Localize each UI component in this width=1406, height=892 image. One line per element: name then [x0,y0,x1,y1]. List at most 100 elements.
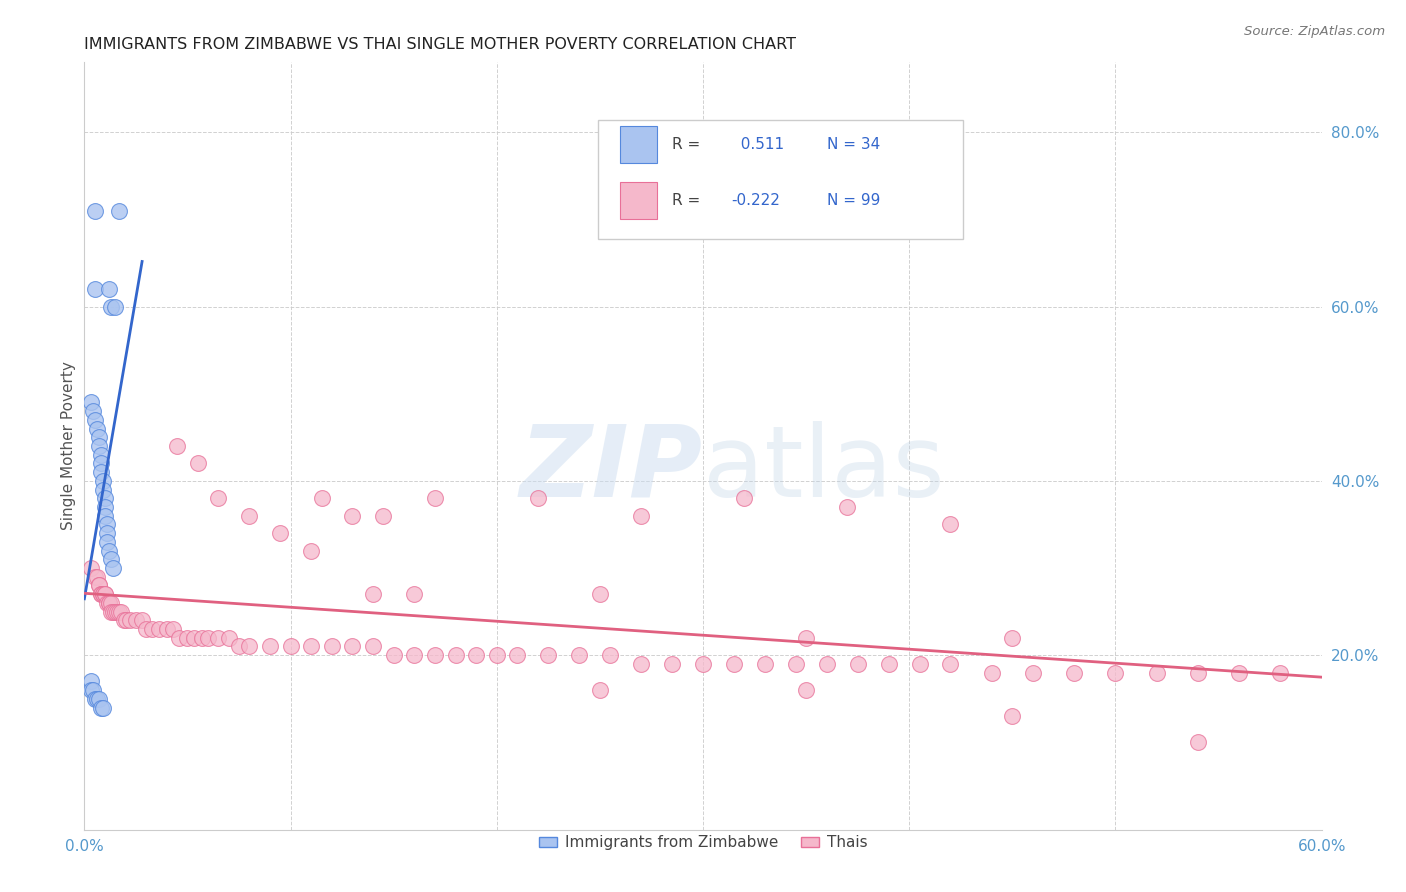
Point [485,648,508,663]
Point [1104,665,1126,680]
Point [90,700,112,714]
Point [1227,665,1250,680]
Y-axis label: Single Mother Poverty: Single Mother Poverty [60,361,76,531]
Point [100,605,122,619]
Point [90,457,112,471]
Text: R =: R = [672,193,700,208]
Point [79,674,101,689]
Point [83,570,105,584]
Point [321,640,343,654]
Point [299,543,322,558]
Point [568,648,591,663]
FancyBboxPatch shape [620,126,657,163]
Point [311,491,333,506]
Point [166,439,188,453]
Point [87,578,110,592]
Point [167,631,190,645]
Point [105,605,128,619]
Point [110,605,132,619]
Text: ZIP: ZIP [520,420,703,517]
FancyBboxPatch shape [598,120,963,239]
Point [692,657,714,671]
Point [589,683,612,698]
Point [94,500,117,514]
Point [183,631,205,645]
Point [83,691,105,706]
Point [259,640,281,654]
Point [382,648,405,663]
Point [82,683,104,698]
Point [238,508,260,523]
Point [91,474,114,488]
Point [299,640,322,654]
Point [114,613,136,627]
Point [100,552,122,566]
Point [465,648,488,663]
Point [537,648,560,663]
Point [148,622,170,636]
Text: N = 99: N = 99 [827,193,880,208]
Point [141,622,163,636]
FancyBboxPatch shape [620,182,657,219]
Point [118,613,141,627]
Point [86,570,108,584]
Point [1063,665,1085,680]
Point [90,587,112,601]
Point [135,622,157,636]
Text: IMMIGRANTS FROM ZIMBABWE VS THAI SINGLE MOTHER POVERTY CORRELATION CHART: IMMIGRANTS FROM ZIMBABWE VS THAI SINGLE … [84,37,796,52]
Point [104,300,127,314]
Point [100,596,122,610]
Point [342,508,364,523]
Point [342,640,364,654]
Point [980,665,1002,680]
Point [877,657,900,671]
Text: Source: ZipAtlas.com: Source: ZipAtlas.com [1244,25,1385,38]
Point [794,683,817,698]
Point [754,657,776,671]
Point [599,648,621,663]
Point [723,657,745,671]
Point [91,700,114,714]
Point [83,413,105,427]
Point [162,622,184,636]
Point [91,587,114,601]
Point [815,657,838,671]
Point [131,613,153,627]
Point [846,657,869,671]
Point [1001,709,1024,723]
Point [661,657,683,671]
Point [90,448,112,462]
Point [1022,665,1045,680]
Point [103,605,125,619]
Point [108,605,131,619]
Point [79,395,101,409]
Point [238,640,260,654]
Point [87,430,110,444]
Point [90,587,112,601]
Text: atlas: atlas [703,420,945,517]
Point [630,508,652,523]
Point [280,640,302,654]
Point [125,613,148,627]
Point [1187,665,1209,680]
Text: N = 34: N = 34 [827,137,880,152]
Text: 0.511: 0.511 [731,137,785,152]
Point [94,587,117,601]
Point [269,526,291,541]
Point [91,483,114,497]
Point [373,508,395,523]
Point [218,631,240,645]
Point [87,439,110,453]
Point [191,631,214,645]
Point [94,491,117,506]
Point [361,587,384,601]
Point [98,282,121,296]
Point [91,587,114,601]
Point [207,631,229,645]
Text: R =: R = [672,137,700,152]
Point [86,421,108,435]
Point [83,282,105,296]
Point [197,631,219,645]
Point [108,203,131,218]
Text: -0.222: -0.222 [731,193,780,208]
